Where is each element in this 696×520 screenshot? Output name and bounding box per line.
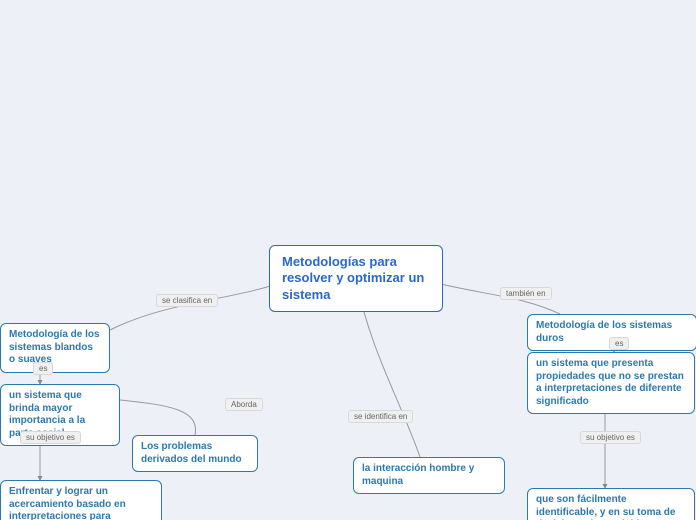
node-text: Enfrentar y lograr un acercamiento basad…: [9, 486, 128, 520]
edge-label-se-identifica: se identifica en: [348, 410, 413, 423]
edge-label-tambien-en: también en: [500, 287, 552, 300]
node-root[interactable]: Metodologías para resolver y optimizar u…: [269, 245, 443, 312]
edge-label-objetivo-right: su objetivo es: [580, 431, 641, 444]
node-mid-interaction[interactable]: la interacción hombre y maquina: [353, 457, 505, 494]
node-text: un sistema que presenta propiedades que …: [536, 358, 684, 407]
node-root-text: Metodologías para resolver y optimizar u…: [282, 254, 424, 302]
node-text: Los problemas derivados del mundo: [141, 441, 242, 465]
concept-map-canvas: Metodologías para resolver y optimizar u…: [0, 0, 696, 520]
edge-label-es-right: es: [609, 337, 629, 350]
node-left-branch[interactable]: Metodología de los sistemas blandos o su…: [0, 323, 110, 373]
edge-label-aborda: Aborda: [225, 398, 263, 411]
edge-label-se-clasifica: se clasifica en: [156, 294, 218, 307]
node-left-problems[interactable]: Los problemas derivados del mundo: [132, 435, 258, 472]
node-text: que son fácilmente identificable, y en s…: [536, 494, 675, 520]
edge-label-objetivo-left: su objetivo es: [20, 431, 81, 444]
node-text: Metodología de los sistemas blandos o su…: [9, 329, 100, 365]
node-text: la interacción hombre y maquina: [362, 463, 474, 487]
node-right-sub1[interactable]: un sistema que presenta propiedades que …: [527, 352, 695, 414]
edge-label-es-left: es: [33, 362, 53, 375]
node-text: Metodología de los sistemas duros: [536, 320, 672, 344]
node-right-sub2[interactable]: que son fácilmente identificable, y en s…: [527, 488, 695, 520]
node-left-sub2[interactable]: Enfrentar y lograr un acercamiento basad…: [0, 480, 162, 520]
